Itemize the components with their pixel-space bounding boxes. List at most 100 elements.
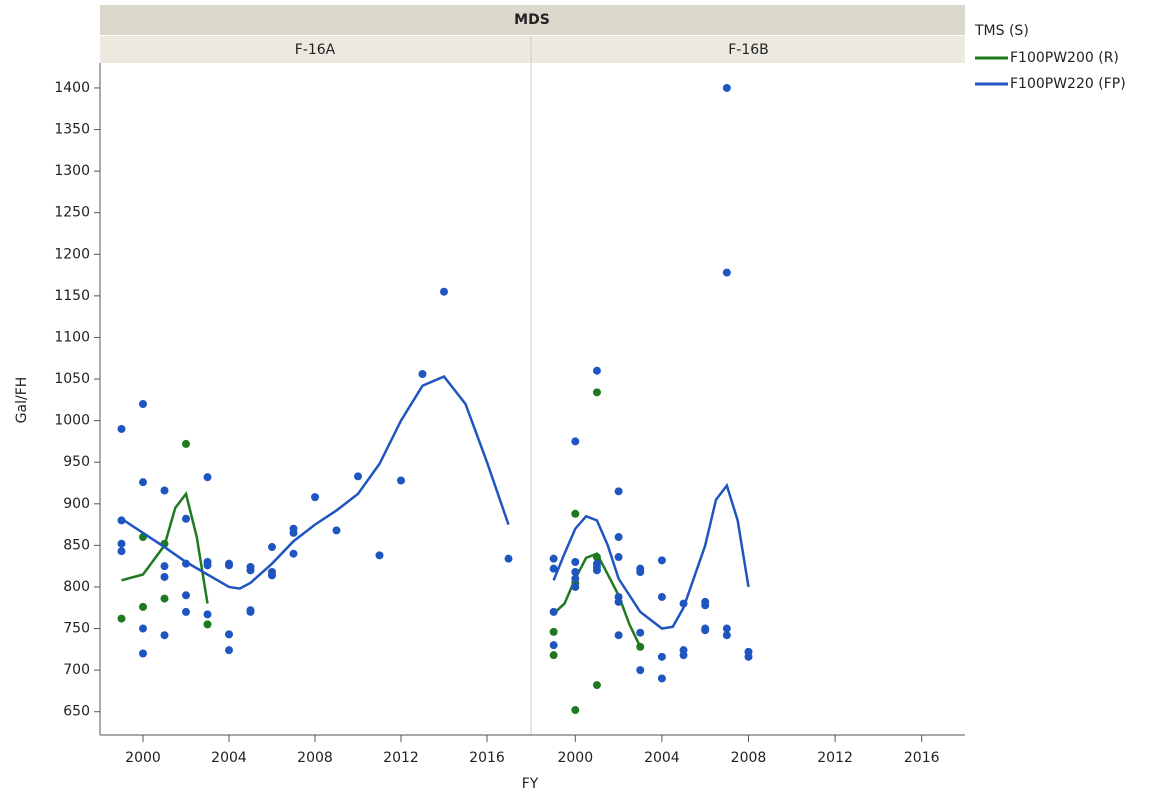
x-tick-label: 2016 <box>469 750 505 766</box>
point <box>139 624 147 633</box>
point <box>139 602 147 611</box>
point <box>117 516 126 525</box>
point <box>117 614 126 623</box>
y-tick-label: 1100 <box>54 329 90 345</box>
point <box>592 566 601 575</box>
point <box>375 551 384 560</box>
point <box>182 439 190 448</box>
y-tick-label: 1350 <box>54 122 90 138</box>
point <box>636 666 645 675</box>
point <box>182 559 190 568</box>
point <box>246 566 255 575</box>
point <box>354 472 362 481</box>
point <box>117 547 126 556</box>
point <box>203 473 212 482</box>
y-tick-label: 850 <box>63 537 90 553</box>
x-tick-label: 2004 <box>211 750 247 766</box>
point <box>139 399 147 408</box>
point <box>592 553 601 562</box>
point <box>549 627 558 636</box>
point <box>203 561 212 570</box>
y-tick-label: 1000 <box>54 413 90 429</box>
point <box>657 592 666 601</box>
point <box>571 437 580 446</box>
point <box>332 526 341 535</box>
point <box>636 628 645 637</box>
y-tick-label: 900 <box>63 496 90 512</box>
point <box>722 624 731 633</box>
fit-line <box>120 375 510 590</box>
point <box>636 567 645 576</box>
panel-label: F-16A <box>295 42 336 58</box>
point <box>117 424 126 433</box>
y-tick-label: 1250 <box>54 205 90 221</box>
y-axis-label: Gal/FH <box>14 377 30 424</box>
legend-title: TMS (S) <box>974 23 1029 39</box>
point <box>160 486 169 495</box>
point <box>657 652 666 661</box>
point <box>182 591 190 600</box>
point <box>225 630 233 639</box>
point <box>592 366 601 375</box>
point <box>397 476 405 485</box>
point <box>657 556 666 565</box>
point <box>571 558 580 567</box>
fit-line <box>121 490 209 604</box>
point <box>139 649 147 658</box>
point <box>268 571 276 580</box>
point <box>614 631 623 640</box>
x-tick-label: 2016 <box>904 750 940 766</box>
fit-line <box>552 482 750 630</box>
point <box>225 561 233 570</box>
y-tick-label: 1400 <box>54 80 90 96</box>
point <box>571 567 580 576</box>
point <box>203 610 212 619</box>
y-tick-label: 750 <box>63 621 90 637</box>
point <box>139 478 147 487</box>
point <box>722 631 731 640</box>
point <box>182 514 190 523</box>
x-tick-label: 2012 <box>383 750 419 766</box>
point <box>571 509 580 518</box>
y-tick-label: 1050 <box>54 371 90 387</box>
point <box>289 549 298 558</box>
point <box>722 83 731 92</box>
point <box>117 539 126 548</box>
point <box>504 554 513 563</box>
y-tick-label: 1200 <box>54 246 90 262</box>
y-tick-label: 800 <box>63 579 90 595</box>
point <box>592 388 601 397</box>
point <box>701 626 710 635</box>
panel-header-band <box>100 36 965 63</box>
point <box>657 674 666 683</box>
point <box>679 651 688 660</box>
point <box>636 642 645 651</box>
point <box>614 597 623 606</box>
y-tick-label: 1150 <box>54 288 90 304</box>
y-tick-label: 1300 <box>54 163 90 179</box>
point <box>246 607 255 616</box>
point <box>182 607 190 616</box>
x-tick-label: 2004 <box>644 750 680 766</box>
point <box>744 652 753 661</box>
point <box>311 493 319 502</box>
point <box>614 533 623 542</box>
x-tick-label: 2000 <box>557 750 593 766</box>
point <box>160 631 169 640</box>
point <box>225 646 233 655</box>
point <box>701 601 710 610</box>
point <box>679 599 688 608</box>
point <box>722 268 731 277</box>
point <box>203 620 212 629</box>
y-tick-label: 700 <box>63 662 90 678</box>
panel-label: F-16B <box>728 42 769 58</box>
point <box>614 553 623 562</box>
point <box>549 651 558 660</box>
point <box>440 287 448 296</box>
point <box>289 528 298 537</box>
point <box>160 572 169 581</box>
x-axis-label: FY <box>522 776 539 792</box>
chart-title: MDS <box>514 12 550 28</box>
point <box>160 594 169 603</box>
